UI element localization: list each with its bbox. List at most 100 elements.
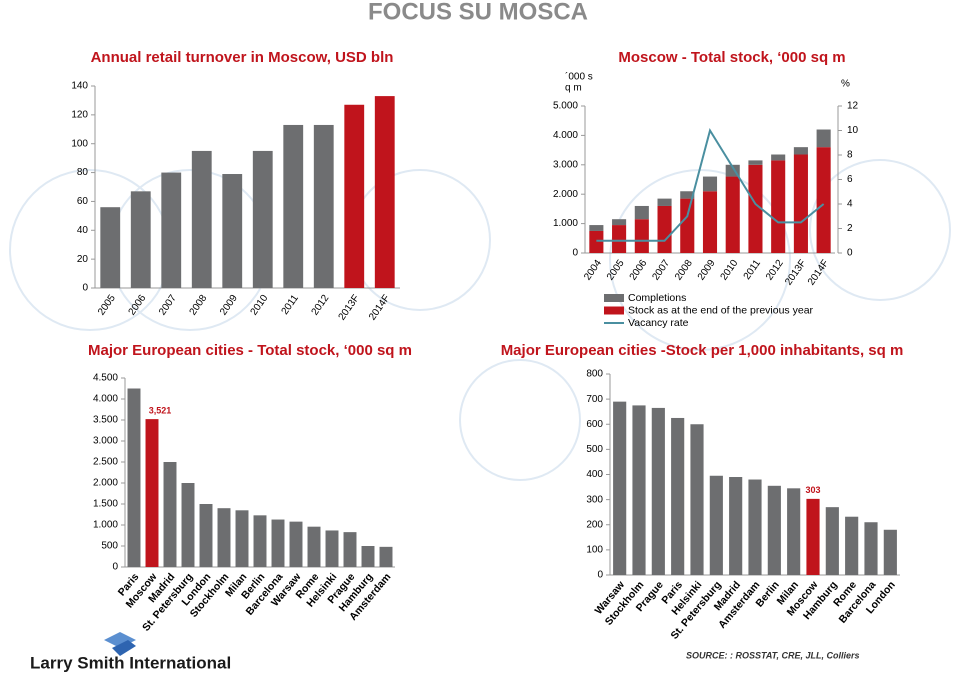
bar bbox=[343, 532, 357, 567]
x-tick-label: 2014F bbox=[367, 293, 392, 323]
y-tick-label: 300 bbox=[586, 494, 603, 505]
y-tick-label: 2.000 bbox=[93, 478, 118, 489]
bar bbox=[161, 172, 182, 288]
source-note: SOURCE: : ROSSTAT, CRE, JLL, Colliers bbox=[686, 650, 860, 660]
y-tick-label: 1.000 bbox=[93, 520, 118, 531]
data-label: 303 bbox=[805, 485, 820, 495]
y-tick-label: 500 bbox=[101, 541, 118, 552]
logo-text: Larry Smith International bbox=[30, 653, 231, 672]
x-tick-label: 2009 bbox=[696, 258, 718, 283]
y-tick-label: 4.000 bbox=[93, 394, 118, 405]
bar-segment bbox=[702, 176, 718, 192]
bar bbox=[235, 510, 249, 567]
y2-tick-label: 10 bbox=[847, 125, 859, 136]
y-tick-label: 400 bbox=[586, 469, 603, 480]
bar-segment bbox=[589, 230, 604, 253]
bar bbox=[253, 515, 267, 567]
bar-segment bbox=[589, 225, 604, 231]
x-tick-label: 2012 bbox=[764, 258, 786, 283]
y-tick-label: 5.000 bbox=[553, 101, 578, 112]
bar bbox=[787, 488, 801, 575]
y-tick-label: 100 bbox=[586, 545, 603, 556]
y-tick-label: 3.000 bbox=[553, 159, 578, 170]
y-axis-title: q m bbox=[565, 83, 582, 94]
bar bbox=[252, 150, 273, 288]
y2-tick-label: 8 bbox=[847, 150, 853, 161]
y2-tick-label: 0 bbox=[847, 248, 853, 259]
bar bbox=[100, 207, 121, 288]
bar-segment bbox=[634, 219, 649, 253]
chart-title: Annual retail turnover in Moscow, USD bl… bbox=[91, 49, 394, 66]
bar bbox=[307, 526, 321, 567]
bar-segment bbox=[680, 191, 695, 199]
legend-label: Completions bbox=[628, 292, 686, 304]
bar bbox=[883, 529, 897, 575]
bar bbox=[199, 504, 213, 567]
chart-title: Moscow - Total stock, ‘000 sq m bbox=[618, 49, 845, 66]
bar bbox=[379, 546, 393, 567]
y-tick-label: 3.500 bbox=[93, 415, 118, 426]
y-tick-label: 1.000 bbox=[553, 218, 578, 229]
bar bbox=[325, 530, 339, 567]
bar bbox=[651, 407, 665, 575]
bar bbox=[864, 522, 878, 575]
x-tick-label: 2011 bbox=[280, 293, 302, 317]
bar-segment bbox=[680, 198, 695, 253]
y-tick-label: 800 bbox=[586, 369, 603, 380]
bar-segment bbox=[657, 198, 672, 206]
y-tick-label: 60 bbox=[77, 196, 89, 207]
x-tick-label: 2006 bbox=[127, 293, 149, 318]
bar-segment bbox=[634, 205, 649, 220]
bar bbox=[344, 104, 365, 288]
legend-label: Stock as at the end of the previous year bbox=[628, 304, 814, 316]
x-tick-label: 2010 bbox=[249, 293, 271, 318]
x-tick-label: 2008 bbox=[188, 293, 210, 318]
y-tick-label: 2.500 bbox=[93, 457, 118, 468]
chart-title: Major European cities -Stock per 1,000 i… bbox=[501, 342, 904, 359]
x-tick-label: 2004 bbox=[582, 258, 604, 283]
y-tick-label: 20 bbox=[77, 254, 89, 265]
y-tick-label: 80 bbox=[77, 167, 89, 178]
bar bbox=[283, 124, 304, 288]
y-tick-label: 700 bbox=[586, 394, 603, 405]
legend-swatch bbox=[604, 294, 624, 302]
y-tick-label: 4.000 bbox=[553, 130, 578, 141]
page-title: FOCUS SU MOSCA bbox=[368, 0, 588, 25]
x-tick-label: 2013F bbox=[783, 258, 808, 288]
bar bbox=[806, 498, 820, 575]
bar-segment bbox=[793, 147, 808, 155]
bar bbox=[825, 507, 839, 575]
bar bbox=[748, 479, 762, 575]
y2-tick-label: 2 bbox=[847, 223, 853, 234]
x-tick-label: 2010 bbox=[719, 258, 741, 283]
bar-segment bbox=[612, 219, 627, 226]
line-series bbox=[596, 127, 825, 242]
y-tick-label: 500 bbox=[586, 444, 603, 455]
y-tick-label: 0 bbox=[82, 283, 88, 294]
x-tick-label: 2005 bbox=[96, 293, 118, 318]
x-tick-label: 2014F bbox=[806, 258, 831, 288]
bar-segment bbox=[725, 164, 740, 177]
y-axis-title: ´000 s bbox=[565, 71, 593, 83]
bar bbox=[690, 424, 704, 575]
bar-segment bbox=[725, 176, 740, 253]
legend-swatch bbox=[604, 306, 624, 315]
x-tick-label: 2012 bbox=[310, 293, 332, 318]
bar bbox=[313, 124, 334, 288]
bar-segment bbox=[748, 164, 763, 253]
y2-axis-title: % bbox=[841, 79, 850, 90]
bar-segment bbox=[793, 154, 808, 253]
bar bbox=[130, 191, 151, 288]
bar bbox=[845, 516, 859, 575]
x-tick-label: 2007 bbox=[650, 258, 672, 283]
x-tick-label: 2013F bbox=[337, 293, 362, 323]
bar bbox=[671, 417, 685, 575]
bar bbox=[145, 419, 159, 567]
bar-segment bbox=[702, 191, 718, 253]
y-tick-label: 0 bbox=[112, 562, 118, 573]
bar bbox=[709, 475, 723, 575]
y-tick-label: 3.000 bbox=[93, 436, 118, 447]
y-tick-label: 200 bbox=[586, 519, 603, 530]
bar-segment bbox=[657, 205, 672, 253]
